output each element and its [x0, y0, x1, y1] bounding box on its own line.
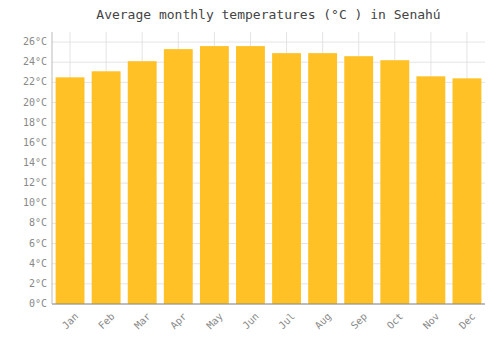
y-tick-label: 10°C — [23, 197, 47, 208]
y-tick-label: 4°C — [29, 258, 47, 269]
y-tick-label: 8°C — [29, 217, 47, 228]
x-tick-label: Dec — [457, 311, 478, 332]
x-tick-label: Jan — [60, 311, 81, 332]
x-tick-label: Jul — [276, 311, 297, 332]
x-tick-label: Sep — [349, 311, 370, 332]
y-tick-labels: 0°C 2°C 4°C 6°C 8°C 10°C 12°C 14°C 16°C 18°C 20°C 2… — [23, 36, 47, 309]
x-tick-label: Oct — [385, 311, 406, 332]
bar — [416, 76, 445, 304]
x-tick-label: Feb — [96, 311, 117, 332]
y-tick-label: 26°C — [23, 36, 47, 47]
y-tick-label: 24°C — [23, 56, 47, 67]
grid — [52, 32, 485, 304]
x-tick-label: Apr — [168, 311, 189, 332]
bar — [92, 71, 121, 304]
y-axis-line — [52, 32, 53, 304]
y-grid-line — [52, 304, 485, 305]
bars — [56, 46, 482, 304]
bar — [164, 49, 193, 304]
y-tick-label: 18°C — [23, 117, 47, 128]
x-tick-label: Aug — [313, 311, 334, 332]
y-tick-label: 22°C — [23, 76, 47, 87]
bar — [56, 77, 85, 304]
x-tick-label: May — [204, 311, 225, 332]
y-tick-label: 16°C — [23, 137, 47, 148]
bar — [236, 46, 265, 304]
bar — [380, 60, 409, 304]
x-tick-labels: Jan Feb Mar Apr May Jun Jul Aug Sep Oct Nov Dec — [60, 311, 477, 332]
y-grid-line — [52, 42, 485, 43]
y-tick-label: 6°C — [29, 238, 47, 249]
y-tick-label: 2°C — [29, 278, 47, 289]
bar — [200, 46, 229, 304]
x-tick-label: Mar — [132, 311, 153, 332]
y-tick-label: 20°C — [23, 97, 47, 108]
bar — [453, 78, 482, 304]
x-tick-label: Nov — [421, 311, 442, 332]
y-tick-label: 0°C — [29, 298, 47, 309]
x-axis-line — [52, 304, 485, 305]
y-tick-label: 14°C — [23, 157, 47, 168]
title: Average monthly temperatures (°C ) in Se… — [96, 7, 440, 22]
bar — [272, 53, 301, 304]
bar — [308, 53, 337, 304]
x-tick-label: Jun — [240, 311, 261, 332]
bar — [128, 61, 157, 304]
y-grid-line — [52, 62, 485, 63]
chart: 0°C 2°C 4°C 6°C 8°C 10°C 12°C 14°C 16°C 18°C 20°C 2… — [0, 0, 500, 350]
y-tick-label: 12°C — [23, 177, 47, 188]
bar — [344, 56, 373, 304]
